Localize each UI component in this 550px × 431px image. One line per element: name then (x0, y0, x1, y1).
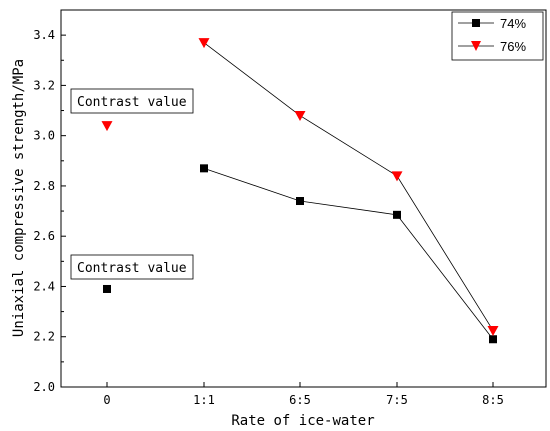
series-0-line (203, 167, 494, 340)
x-tick-label: 6:5 (289, 393, 311, 407)
series-0-point (393, 210, 401, 219)
y-tick-label: 3.2 (33, 78, 55, 92)
series-lines (203, 42, 494, 340)
legend-76-triangle-marker (471, 41, 481, 51)
y-axis-title: Uniaxial compressive strength/MPa (11, 59, 27, 337)
annotation-76-box (70, 88, 194, 114)
axis-ticks (61, 34, 494, 388)
series-0-point (489, 335, 497, 344)
legend-74-square-marker (472, 19, 480, 27)
series-1-point (487, 325, 499, 336)
tick-labels: 0 1:1 6:5 7:5 8:5 2.0 2.2 2.4 2.6 2.8 3.0 3.2 3.4 (33, 28, 504, 407)
y-tick-label: 2.4 (33, 279, 55, 293)
series-0-contrast-point (103, 284, 111, 293)
x-tick-label: 1:1 (193, 393, 215, 407)
series-1-point (391, 171, 403, 182)
annotation-74: Contrast value (70, 254, 194, 280)
x-axis-title: Rate of ice-water (231, 413, 374, 429)
y-tick-label: 3.4 (33, 28, 55, 42)
legend: 74% 76% (451, 11, 544, 61)
annotation-76: Contrast value (70, 88, 194, 114)
series-1-line (203, 42, 494, 331)
annotation-74-box (70, 254, 194, 280)
y-tick-label: 2.8 (33, 179, 55, 193)
y-tick-label: 3.0 (33, 129, 55, 143)
y-tick-label: 2.2 (33, 330, 55, 344)
x-tick-label: 7:5 (386, 393, 408, 407)
plot-area-frame (60, 9, 547, 388)
series-1-point (198, 38, 210, 49)
legend-74-label: 74% (500, 16, 526, 31)
y-tick-label: 2.6 (33, 229, 55, 243)
data-markers (101, 38, 499, 344)
series-0-point (200, 164, 208, 173)
x-tick-label: 0 (103, 393, 110, 407)
legend-box (451, 11, 544, 61)
legend-76-label: 76% (500, 39, 526, 54)
series-1-point (294, 111, 306, 122)
y-tick-label: 2.0 (33, 380, 55, 394)
annotation-76-text: Contrast value (77, 95, 187, 110)
series-1-contrast-point (101, 121, 113, 132)
annotation-74-text: Contrast value (77, 261, 187, 276)
x-tick-label: 8:5 (482, 393, 504, 407)
series-0-point (296, 197, 304, 206)
